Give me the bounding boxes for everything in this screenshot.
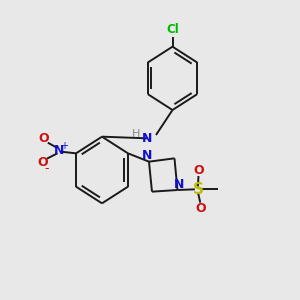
Text: O: O (39, 132, 49, 145)
Text: N: N (141, 149, 152, 162)
Text: N: N (54, 144, 64, 157)
Text: +: + (60, 141, 68, 151)
Text: S: S (192, 182, 203, 197)
Text: O: O (37, 157, 48, 169)
Text: O: O (193, 164, 204, 177)
Text: N: N (142, 132, 152, 145)
Text: N: N (174, 178, 184, 191)
Text: O: O (195, 202, 206, 214)
Text: Cl: Cl (166, 23, 179, 36)
Text: -: - (45, 162, 49, 175)
Text: H: H (132, 129, 141, 139)
